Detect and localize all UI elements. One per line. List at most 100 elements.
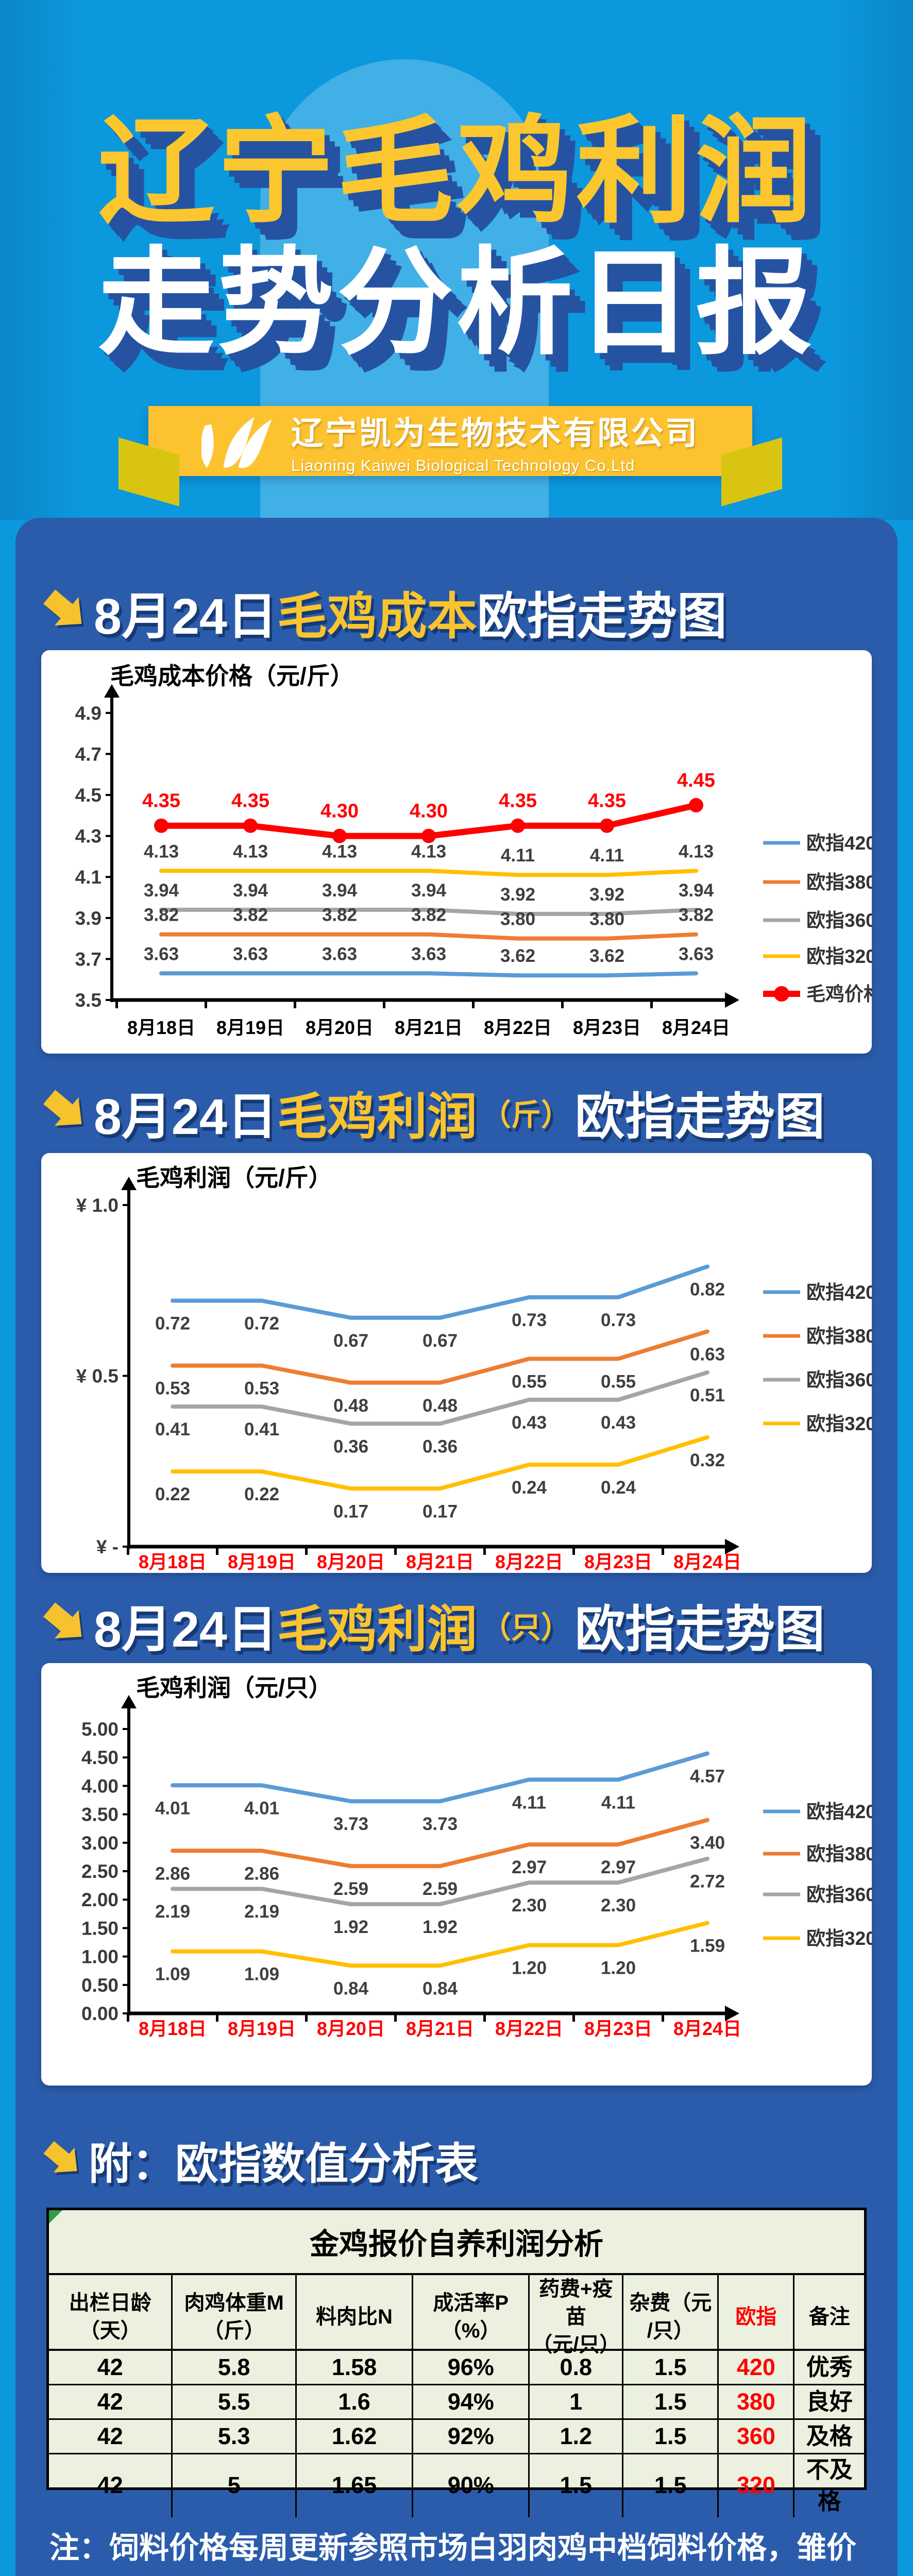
svg-text:8月20日: 8月20日	[317, 2018, 385, 2039]
svg-text:2.00: 2.00	[81, 1889, 119, 1910]
heading-highlight: 毛鸡利润	[277, 1089, 477, 1145]
svg-text:0.55: 0.55	[512, 1371, 547, 1392]
table-cell: 1.58	[297, 2351, 414, 2384]
svg-text:3.40: 3.40	[690, 1833, 725, 1853]
svg-text:3.63: 3.63	[233, 944, 268, 964]
svg-text:8月23日: 8月23日	[584, 2018, 652, 2039]
svg-text:0.22: 0.22	[244, 1484, 279, 1504]
svg-text:0.41: 0.41	[155, 1419, 190, 1439]
svg-text:8月21日: 8月21日	[395, 1017, 463, 1038]
heading-unit: （斤）	[481, 1098, 571, 1132]
svg-text:0.43: 0.43	[601, 1413, 636, 1433]
svg-text:4.30: 4.30	[410, 801, 448, 822]
svg-text:3.82: 3.82	[322, 905, 357, 925]
svg-text:0.73: 0.73	[512, 1310, 547, 1330]
svg-text:4.01: 4.01	[155, 1798, 190, 1818]
svg-text:3.82: 3.82	[411, 905, 446, 925]
svg-text:8月20日: 8月20日	[306, 1017, 374, 1038]
svg-text:2.30: 2.30	[512, 1895, 547, 1916]
heading-suffix: 欧指走势图	[574, 1601, 825, 1657]
table-cell: 1.65	[297, 2454, 414, 2517]
arrow-icon	[43, 1089, 82, 1126]
svg-text:0.51: 0.51	[690, 1385, 725, 1405]
profit-per-jin-chart: 毛鸡利润（元/斤） ¥ 1.0 ¥ 0.5 ¥ - 8月18日 8月19日 8月20日 8月2…	[76, 1164, 872, 1572]
svg-text:8月19日: 8月19日	[216, 1017, 284, 1038]
table-cell: 1.5	[623, 2454, 719, 2517]
svg-text:2.97: 2.97	[601, 1857, 636, 1877]
content-panel: 8月24日 毛鸡成本 欧指走势图 毛鸡成本价格（元/斤） 4.9 4.7 4.5 4.3 4.…	[15, 518, 898, 2576]
svg-text:1.09: 1.09	[244, 1964, 279, 1985]
table-header-cell: 药费+疫苗 （元/只）	[530, 2275, 624, 2359]
svg-text:1.59: 1.59	[690, 1936, 725, 1956]
table-row: 42 5.3 1.62 92% 1.2 1.5 360 及格	[49, 2420, 864, 2454]
table-cell: 92%	[413, 2420, 530, 2453]
svg-text:8月22日: 8月22日	[495, 1551, 563, 1572]
svg-text:0.48: 0.48	[422, 1396, 458, 1416]
poster-title: 辽宁毛鸡利润 走势分析日报	[0, 106, 913, 369]
table-row: 42 5.5 1.6 94% 1 1.5 380 良好	[49, 2385, 864, 2420]
svg-text:4.13: 4.13	[411, 841, 446, 861]
svg-text:0.41: 0.41	[244, 1419, 279, 1439]
svg-text:3.82: 3.82	[144, 905, 179, 925]
svg-text:0.82: 0.82	[690, 1279, 725, 1299]
svg-text:8月21日: 8月21日	[406, 2018, 474, 2039]
svg-text:毛鸡利润（元/斤）: 毛鸡利润（元/斤）	[136, 1164, 332, 1191]
arrow-icon	[43, 2141, 77, 2173]
svg-text:4.11: 4.11	[601, 1792, 635, 1812]
table-cell: 42	[49, 2454, 173, 2517]
table-cell: 1.2	[530, 2420, 624, 2453]
svg-text:4.00: 4.00	[81, 1775, 119, 1797]
table-cell: 380	[719, 2385, 795, 2418]
table-header-cell: 杂费（元/只）	[623, 2275, 719, 2359]
svg-text:4.1: 4.1	[75, 867, 102, 888]
table-header-cell: 料肉比N	[297, 2275, 414, 2359]
svg-text:4.45: 4.45	[677, 770, 715, 791]
svg-text:3.63: 3.63	[679, 944, 714, 964]
svg-text:8月18日: 8月18日	[139, 1551, 207, 1572]
svg-text:8月22日: 8月22日	[484, 1017, 552, 1038]
heading-date: 8月24日	[94, 1601, 277, 1657]
svg-text:2.59: 2.59	[422, 1879, 458, 1899]
svg-text:4.13: 4.13	[322, 841, 357, 861]
svg-text:1.50: 1.50	[81, 1918, 119, 1939]
svg-text:3.63: 3.63	[322, 944, 357, 964]
svg-text:0.24: 0.24	[601, 1478, 636, 1498]
table-cell: 1.5	[623, 2351, 719, 2384]
table-header-cell: 欧指	[719, 2275, 795, 2359]
svg-text:2.30: 2.30	[601, 1895, 636, 1916]
svg-text:2.86: 2.86	[155, 1863, 190, 1884]
svg-text:2.86: 2.86	[244, 1863, 279, 1884]
svg-text:4.13: 4.13	[144, 841, 179, 861]
svg-text:欧指420: 欧指420	[806, 1282, 872, 1303]
poster-title-line2: 走势分析日报	[97, 238, 815, 368]
footnote: 注：饲料价格每周更新参照市场白羽肉鸡中档饲料价格，雏价和毛鸡价参照金鸡报价沈阳高…	[49, 2531, 857, 2565]
svg-text:8月23日: 8月23日	[573, 1017, 641, 1038]
svg-text:4.35: 4.35	[499, 790, 537, 812]
background-arch	[260, 59, 549, 564]
svg-text:4.01: 4.01	[244, 1798, 279, 1818]
svg-text:3.82: 3.82	[233, 905, 268, 925]
svg-text:欧指420: 欧指420	[806, 1801, 872, 1822]
heading-suffix: 欧指走势图	[574, 1089, 825, 1145]
svg-text:0.17: 0.17	[333, 1501, 368, 1521]
svg-text:8月18日: 8月18日	[139, 2018, 207, 2039]
svg-text:2.72: 2.72	[690, 1872, 725, 1892]
svg-text:0.00: 0.00	[81, 2003, 119, 2024]
svg-text:1.92: 1.92	[422, 1917, 458, 1937]
svg-text:0.36: 0.36	[333, 1436, 368, 1456]
table-row: 42 5.8 1.58 96% 0.8 1.5 420 优秀	[49, 2351, 864, 2385]
svg-text:1.00: 1.00	[81, 1946, 119, 1968]
svg-text:0.72: 0.72	[244, 1314, 279, 1334]
svg-text:2.19: 2.19	[155, 1902, 190, 1922]
svg-text:欧指320: 欧指320	[806, 946, 872, 967]
svg-text:欧指360: 欧指360	[806, 1884, 872, 1905]
svg-text:3.63: 3.63	[411, 944, 446, 964]
svg-text:0.84: 0.84	[333, 1978, 369, 1998]
table-cell: 1	[530, 2385, 624, 2418]
svg-text:欧指380: 欧指380	[806, 1326, 872, 1347]
svg-text:0.53: 0.53	[244, 1379, 279, 1399]
svg-text:0.36: 0.36	[422, 1436, 458, 1456]
profit-jin-chart-card: 毛鸡利润（元/斤） ¥ 1.0 ¥ 0.5 ¥ - 8月18日 8月19日 8月20日 8月2…	[41, 1153, 872, 1573]
poster-title-line1: 辽宁毛鸡利润	[97, 106, 815, 236]
table-cell: 1.5	[530, 2454, 624, 2517]
